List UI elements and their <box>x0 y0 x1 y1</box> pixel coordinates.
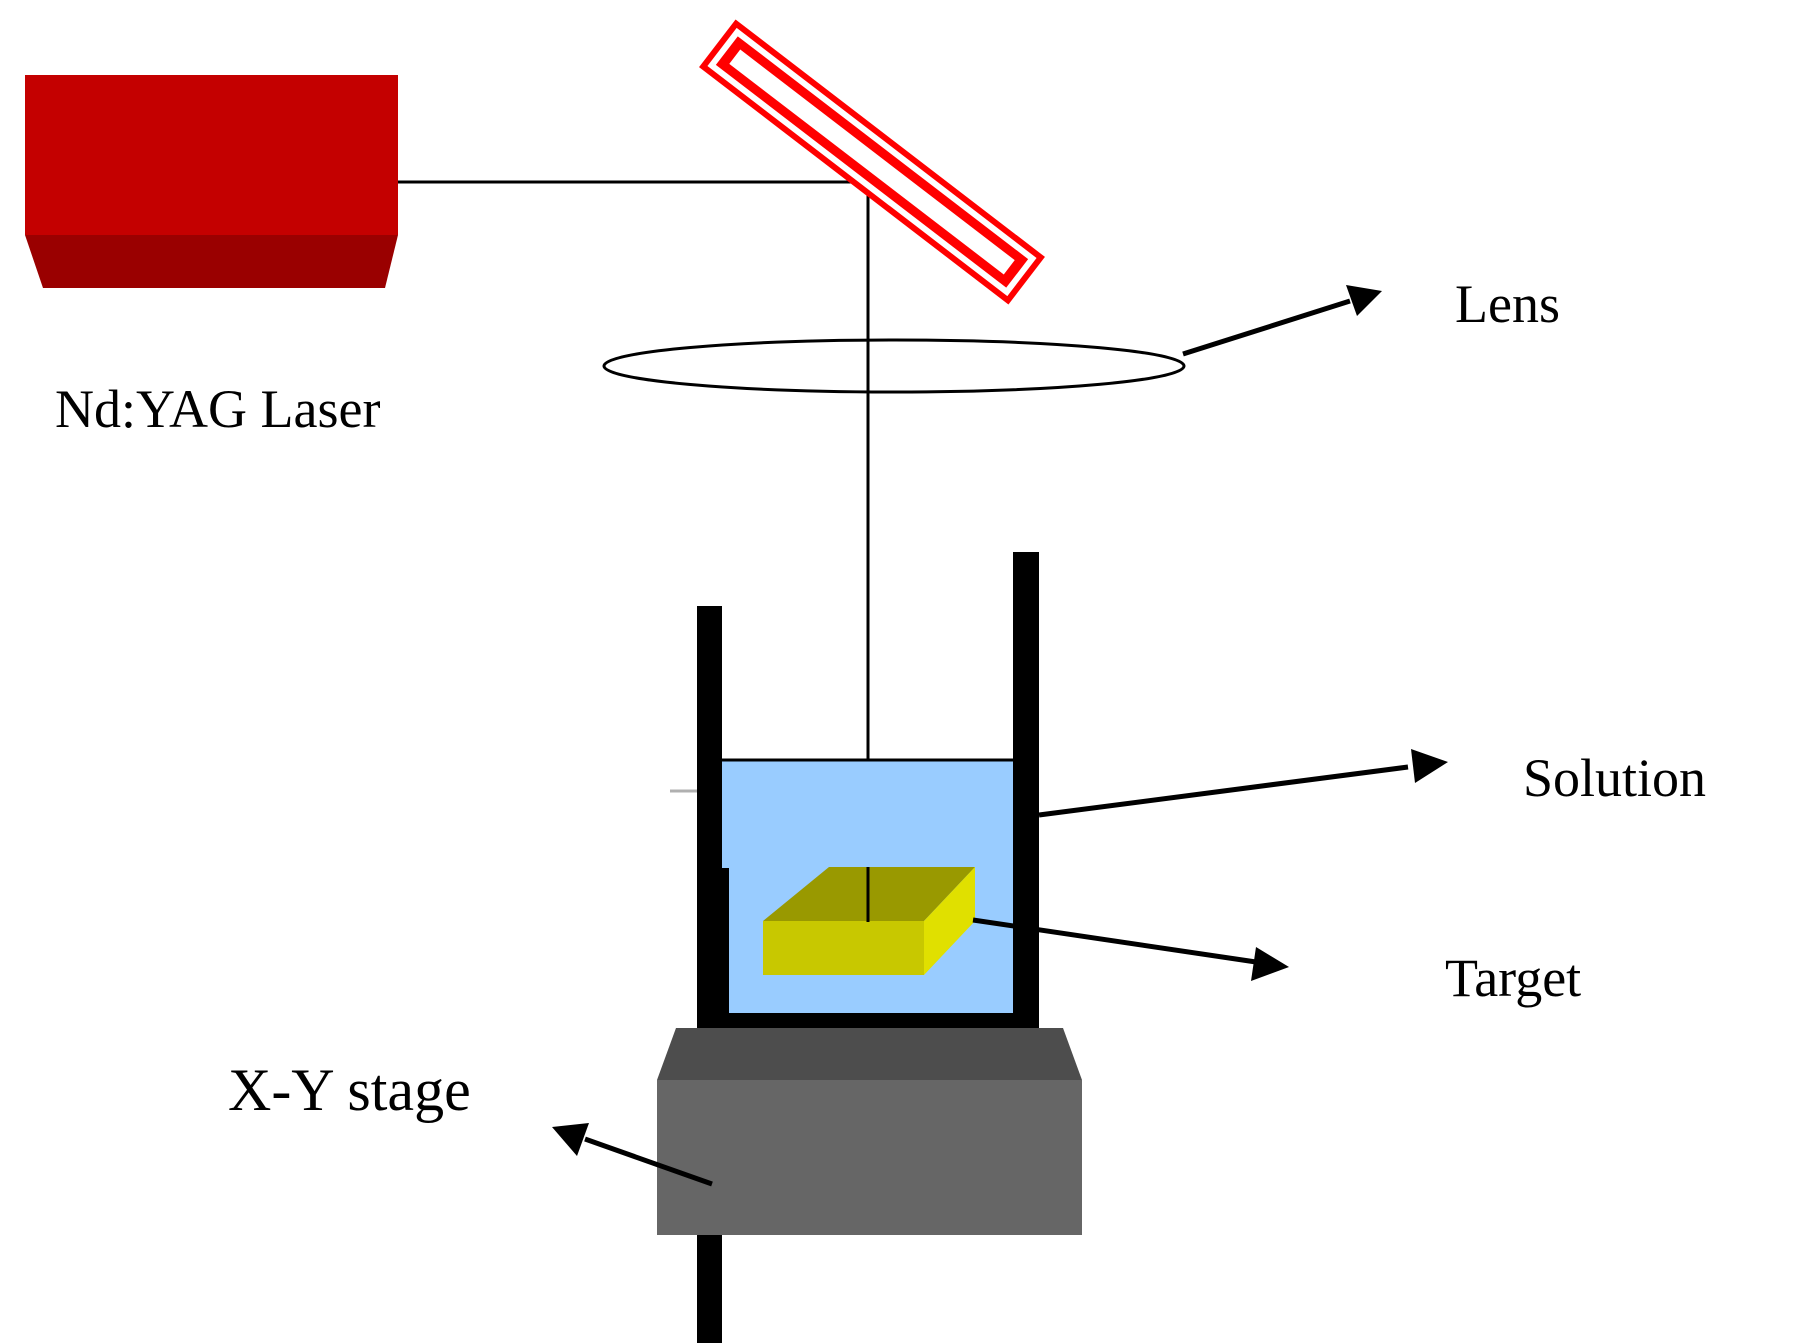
lens <box>602 338 1186 394</box>
target-label: Target <box>1445 948 1581 1008</box>
laser-body <box>25 75 398 235</box>
solution-label: Solution <box>1523 748 1706 808</box>
stage-body <box>657 1080 1082 1235</box>
lens-arrow <box>1182 285 1382 357</box>
xy-stage <box>657 1028 1082 1235</box>
lens-label: Lens <box>1455 274 1560 334</box>
stage-label: X-Y stage <box>228 1057 471 1123</box>
laser-unit <box>25 75 398 288</box>
target-side <box>924 867 975 975</box>
support-rod <box>697 1235 722 1343</box>
container-bottom <box>697 1013 1039 1028</box>
target-arrow <box>972 917 1289 981</box>
laser-label: Nd:YAG Laser <box>55 379 380 439</box>
solution-arrow <box>1038 749 1448 818</box>
stage-arrow <box>552 1123 713 1187</box>
container-right-wall <box>1013 552 1039 1028</box>
mirror <box>699 19 1045 305</box>
target-front <box>763 921 924 975</box>
laser-base <box>25 235 398 288</box>
stage-top <box>657 1028 1082 1080</box>
